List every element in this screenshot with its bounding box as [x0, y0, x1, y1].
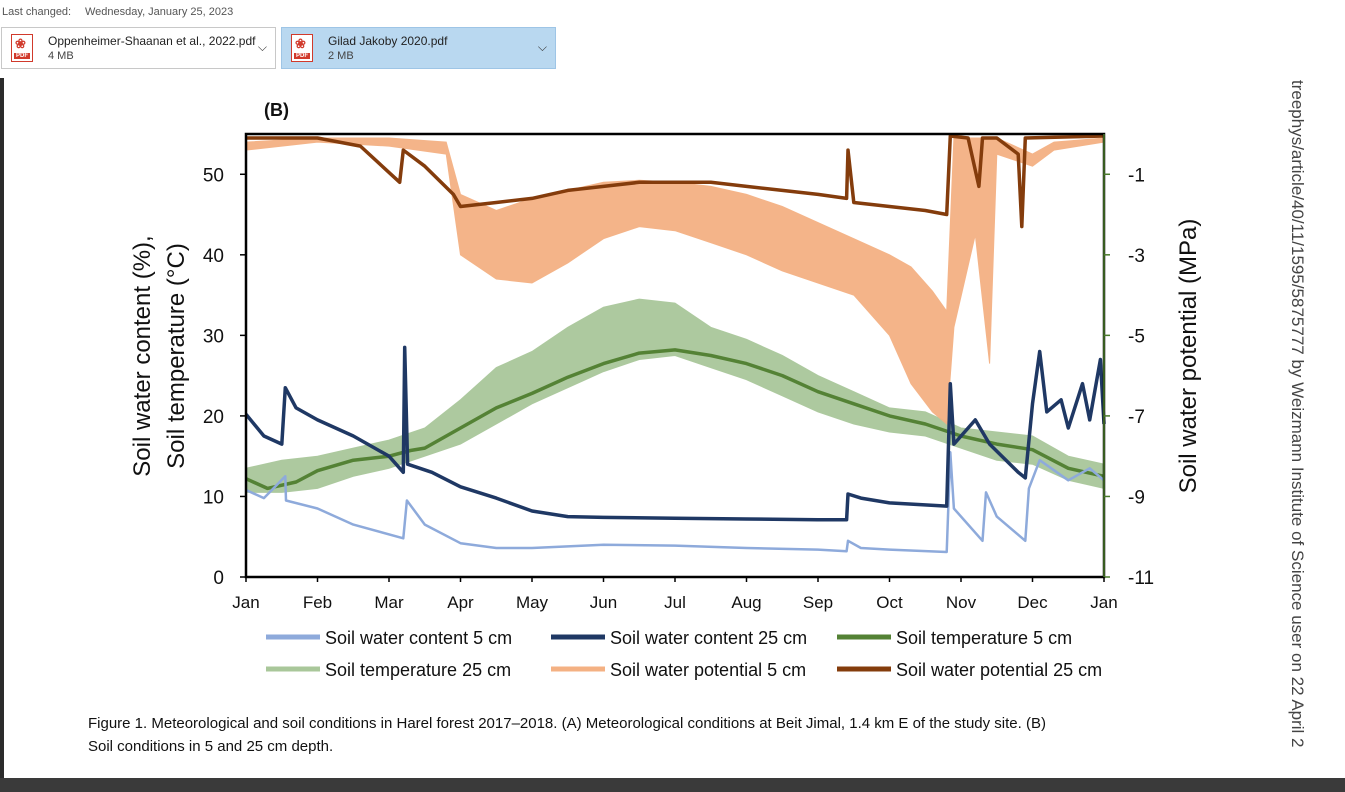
attachment-size: 2 MB	[328, 50, 354, 62]
legend-label: Soil water potential 25 cm	[896, 660, 1102, 680]
chevron-down-icon[interactable]: ⌵	[537, 40, 547, 54]
y2-axis-label: Soil water potential (MPa)	[1175, 219, 1202, 494]
pdf-icon: ❀ PDF	[291, 34, 313, 62]
legend-label: Soil temperature 25 cm	[325, 660, 511, 680]
x-tick-label: Aug	[731, 593, 761, 612]
x-tick-label: Oct	[876, 593, 903, 612]
series-line	[246, 134, 1105, 229]
legend-label: Soil water content 25 cm	[610, 628, 807, 648]
header-bar: Last changed: Wednesday, January 25, 202…	[0, 0, 1345, 25]
y-axis-label-line2: Soil temperature (°C)	[163, 243, 190, 469]
side-watermark: treephys/article/40/11/1595/5875777 by W…	[1285, 80, 1309, 778]
x-tick-label: Sep	[803, 593, 833, 612]
attachment-item[interactable]: ❀ PDF Oppenheimer-Shaanan et al., 2022.pd…	[1, 27, 276, 69]
x-tick-label: Jun	[590, 593, 617, 612]
x-tick-label: May	[516, 593, 549, 612]
y2-tick-label: -1	[1128, 165, 1145, 186]
legend-label: Soil temperature 5 cm	[896, 628, 1072, 648]
series-line	[245, 450, 1105, 554]
y-tick-label: 30	[203, 326, 224, 347]
y2-tick-label: -3	[1128, 246, 1145, 267]
y2-tick-label: -9	[1128, 487, 1145, 508]
x-tick-label: Jul	[664, 593, 686, 612]
x-tick-label: Nov	[946, 593, 977, 612]
y-tick-label: 40	[203, 246, 224, 267]
attachment-name: Oppenheimer-Shaanan et al., 2022.pdf	[48, 34, 256, 48]
y-axis-label-line1: Soil water content (%),	[129, 235, 156, 476]
pdf-icon: ❀ PDF	[11, 34, 33, 62]
attachment-size: 4 MB	[48, 50, 74, 62]
chevron-down-icon[interactable]: ⌵	[257, 40, 267, 54]
caption-line2: Soil conditions in 5 and 25 cm depth.	[88, 738, 334, 755]
y-tick-label: 10	[203, 487, 224, 508]
y2-tick-label: -11	[1128, 568, 1154, 589]
x-tick-label: Dec	[1017, 593, 1048, 612]
legend-label: Soil water potential 5 cm	[610, 660, 806, 680]
x-tick-label: Feb	[303, 593, 332, 612]
chart-title: (B)	[264, 100, 289, 120]
x-tick-label: Jan	[1090, 593, 1117, 612]
series-band	[245, 137, 1105, 426]
bottom-bar	[0, 778, 1345, 792]
caption-line1: Figure 1. Meteorological and soil condit…	[88, 715, 1046, 732]
last-changed-label: Last changed:	[2, 6, 72, 18]
y2-tick-label: -5	[1128, 326, 1145, 347]
y-tick-label: 0	[213, 568, 224, 589]
figure-caption: Figure 1. Meteorological and soil condit…	[88, 712, 1258, 758]
series-line	[244, 345, 1106, 522]
x-tick-label: Mar	[374, 593, 404, 612]
attachment-name: Gilad Jakoby 2020.pdf	[328, 34, 448, 48]
series-band	[245, 298, 1105, 493]
y-tick-label: 50	[203, 165, 224, 186]
last-changed-value: Wednesday, January 25, 2023	[85, 6, 234, 18]
legend-label: Soil water content 5 cm	[325, 628, 512, 648]
x-tick-label: Apr	[447, 593, 474, 612]
y2-tick-label: -7	[1128, 407, 1145, 428]
x-tick-label: Jan	[232, 593, 259, 612]
soil-conditions-chart: (B) 0 10 20 30 40 50 -1 -3 -5 -7 -9 -11 Jan Feb Mar Apr…	[129, 100, 1202, 680]
attachment-bar: ❀ PDF Oppenheimer-Shaanan et al., 2022.pd…	[0, 24, 1345, 79]
page-border	[0, 78, 4, 778]
y-tick-label: 20	[203, 407, 224, 428]
attachment-item[interactable]: ❀ PDF Gilad Jakoby 2020.pdf 2 MB ⌵	[281, 27, 556, 69]
side-watermark-text: treephys/article/40/11/1595/5875777 by W…	[1288, 80, 1307, 748]
